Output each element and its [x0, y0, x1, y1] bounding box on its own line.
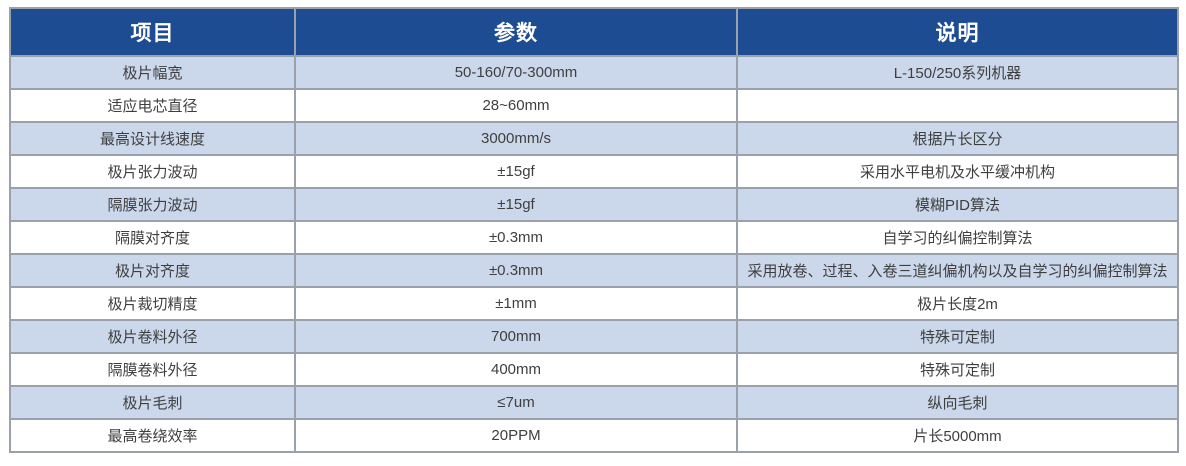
table-row: 极片毛刺 ≤7um 纵向毛刺 [9, 385, 1179, 420]
cell-desc: 模糊PID算法 [736, 187, 1179, 222]
spec-table-container: 项目 参数 说明 极片幅宽 50-160/70-300mm L-150/250系… [9, 7, 1179, 453]
cell-param: 50-160/70-300mm [294, 55, 738, 90]
cell-desc [736, 88, 1179, 123]
column-header-item: 项目 [9, 7, 296, 57]
cell-param: ±1mm [294, 286, 738, 321]
cell-item: 隔膜张力波动 [9, 187, 296, 222]
cell-item: 极片张力波动 [9, 154, 296, 189]
table-row: 最高卷绕效率 20PPM 片长5000mm [9, 418, 1179, 453]
table-row: 最高设计线速度 3000mm/s 根据片长区分 [9, 121, 1179, 156]
cell-param: ±15gf [294, 154, 738, 189]
table-row: 极片裁切精度 ±1mm 极片长度2m [9, 286, 1179, 321]
cell-param: 28~60mm [294, 88, 738, 123]
cell-desc: 特殊可定制 [736, 352, 1179, 387]
cell-item: 隔膜卷料外径 [9, 352, 296, 387]
table-row: 极片张力波动 ±15gf 采用水平电机及水平缓冲机构 [9, 154, 1179, 189]
table-row: 适应电芯直径 28~60mm [9, 88, 1179, 123]
cell-desc: L-150/250系列机器 [736, 55, 1179, 90]
header-row: 项目 参数 说明 [9, 7, 1179, 57]
cell-param: 700mm [294, 319, 738, 354]
cell-param: 3000mm/s [294, 121, 738, 156]
spec-table: 项目 参数 说明 极片幅宽 50-160/70-300mm L-150/250系… [9, 7, 1179, 453]
cell-desc: 片长5000mm [736, 418, 1179, 453]
cell-desc: 自学习的纠偏控制算法 [736, 220, 1179, 255]
cell-desc: 根据片长区分 [736, 121, 1179, 156]
cell-item: 隔膜对齐度 [9, 220, 296, 255]
cell-item: 最高设计线速度 [9, 121, 296, 156]
cell-param: ±15gf [294, 187, 738, 222]
cell-param: 20PPM [294, 418, 738, 453]
column-header-param: 参数 [294, 7, 738, 57]
cell-param: ±0.3mm [294, 253, 738, 288]
cell-desc: 纵向毛刺 [736, 385, 1179, 420]
cell-item: 极片裁切精度 [9, 286, 296, 321]
cell-item: 极片幅宽 [9, 55, 296, 90]
table-row: 隔膜对齐度 ±0.3mm 自学习的纠偏控制算法 [9, 220, 1179, 255]
cell-param: ≤7um [294, 385, 738, 420]
cell-item: 极片对齐度 [9, 253, 296, 288]
column-header-desc: 说明 [736, 7, 1179, 57]
cell-param: 400mm [294, 352, 738, 387]
cell-item: 极片毛刺 [9, 385, 296, 420]
table-row: 隔膜卷料外径 400mm 特殊可定制 [9, 352, 1179, 387]
cell-desc: 采用放卷、过程、入卷三道纠偏机构以及自学习的纠偏控制算法 [736, 253, 1179, 288]
cell-item: 极片卷料外径 [9, 319, 296, 354]
cell-param: ±0.3mm [294, 220, 738, 255]
cell-item: 最高卷绕效率 [9, 418, 296, 453]
cell-desc: 特殊可定制 [736, 319, 1179, 354]
table-row: 极片卷料外径 700mm 特殊可定制 [9, 319, 1179, 354]
cell-desc: 极片长度2m [736, 286, 1179, 321]
cell-desc: 采用水平电机及水平缓冲机构 [736, 154, 1179, 189]
table-row: 极片对齐度 ±0.3mm 采用放卷、过程、入卷三道纠偏机构以及自学习的纠偏控制算… [9, 253, 1179, 288]
table-row: 隔膜张力波动 ±15gf 模糊PID算法 [9, 187, 1179, 222]
cell-item: 适应电芯直径 [9, 88, 296, 123]
table-row: 极片幅宽 50-160/70-300mm L-150/250系列机器 [9, 55, 1179, 90]
